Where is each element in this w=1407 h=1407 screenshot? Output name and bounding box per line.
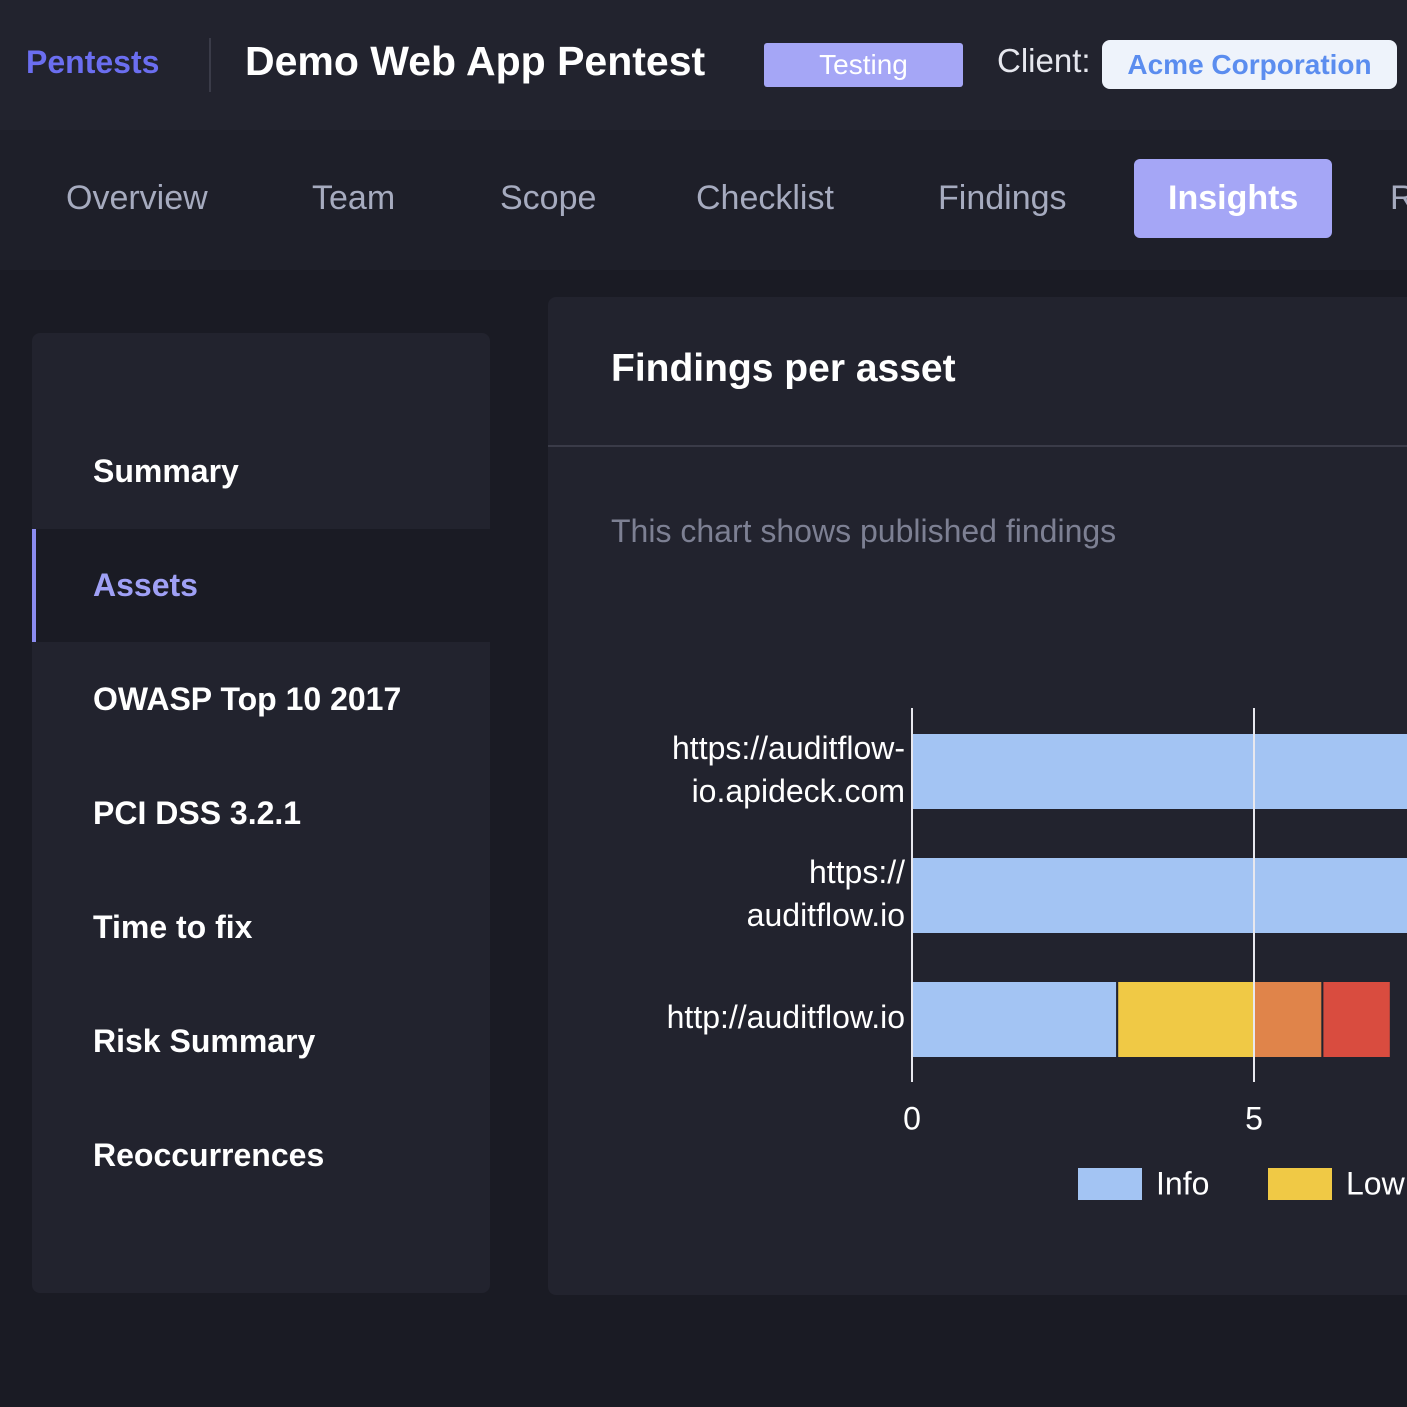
- client-badge[interactable]: Acme Corporation: [1102, 40, 1397, 89]
- bar-segment: [1116, 980, 1255, 1059]
- x-tick-label: 0: [903, 1100, 921, 1136]
- tab[interactable]: Overview: [66, 179, 208, 217]
- tab[interactable]: Checklist: [696, 179, 834, 217]
- page-title: Demo Web App Pentest: [245, 38, 706, 84]
- sidebar-item[interactable]: Time to fix: [93, 909, 253, 945]
- sidebar-item[interactable]: Risk Summary: [93, 1023, 316, 1059]
- x-tick-label: 5: [1245, 1100, 1263, 1136]
- client-label: Client:: [997, 42, 1091, 79]
- breadcrumb[interactable]: Pentests: [26, 44, 160, 80]
- bar-segment: [1321, 980, 1392, 1059]
- chart-subtitle: This chart shows published findings: [611, 513, 1117, 549]
- top-bar: Pentests Demo Web App Pentest Testing Cl…: [0, 0, 1407, 130]
- bar-segment: [911, 980, 1119, 1059]
- separator: [548, 445, 1407, 447]
- category-label: http://auditflow.io: [666, 999, 905, 1035]
- bar-segment: [911, 732, 1407, 811]
- tab-bar: Overview Team Scope Checklist Findings Insigh…: [0, 130, 1407, 270]
- divider: [209, 38, 211, 92]
- tab[interactable]: Insights: [1134, 159, 1333, 238]
- bar-segment: [1253, 980, 1324, 1059]
- legend-label: Info: [1156, 1165, 1209, 1201]
- sidebar-item[interactable]: OWASP Top 10 2017: [93, 681, 402, 717]
- category-label: https:// auditflow.io: [746, 853, 905, 933]
- sidebar-item[interactable]: Summary: [93, 453, 239, 489]
- sidebar-item[interactable]: Reoccurrences: [93, 1137, 325, 1173]
- tab[interactable]: Team: [312, 179, 396, 217]
- bar-segment: [911, 856, 1407, 935]
- legend-label: Low: [1346, 1165, 1406, 1201]
- status-badge: Testing: [764, 43, 963, 87]
- sidebar: Summary Assets OWASP Top 10 2017 PCI DSS 3.…: [32, 333, 490, 1293]
- legend-swatch: [1268, 1168, 1332, 1200]
- tab[interactable]: Findings: [938, 179, 1067, 217]
- tab[interactable]: R: [1390, 179, 1407, 217]
- sidebar-item[interactable]: Assets: [32, 529, 490, 642]
- chart-title: Findings per asset: [611, 347, 956, 390]
- sidebar-item[interactable]: PCI DSS 3.2.1: [93, 795, 302, 831]
- legend-swatch: [1078, 1168, 1142, 1200]
- tab[interactable]: Scope: [500, 179, 597, 217]
- category-label: https://auditflow- io.apideck.com: [672, 729, 905, 809]
